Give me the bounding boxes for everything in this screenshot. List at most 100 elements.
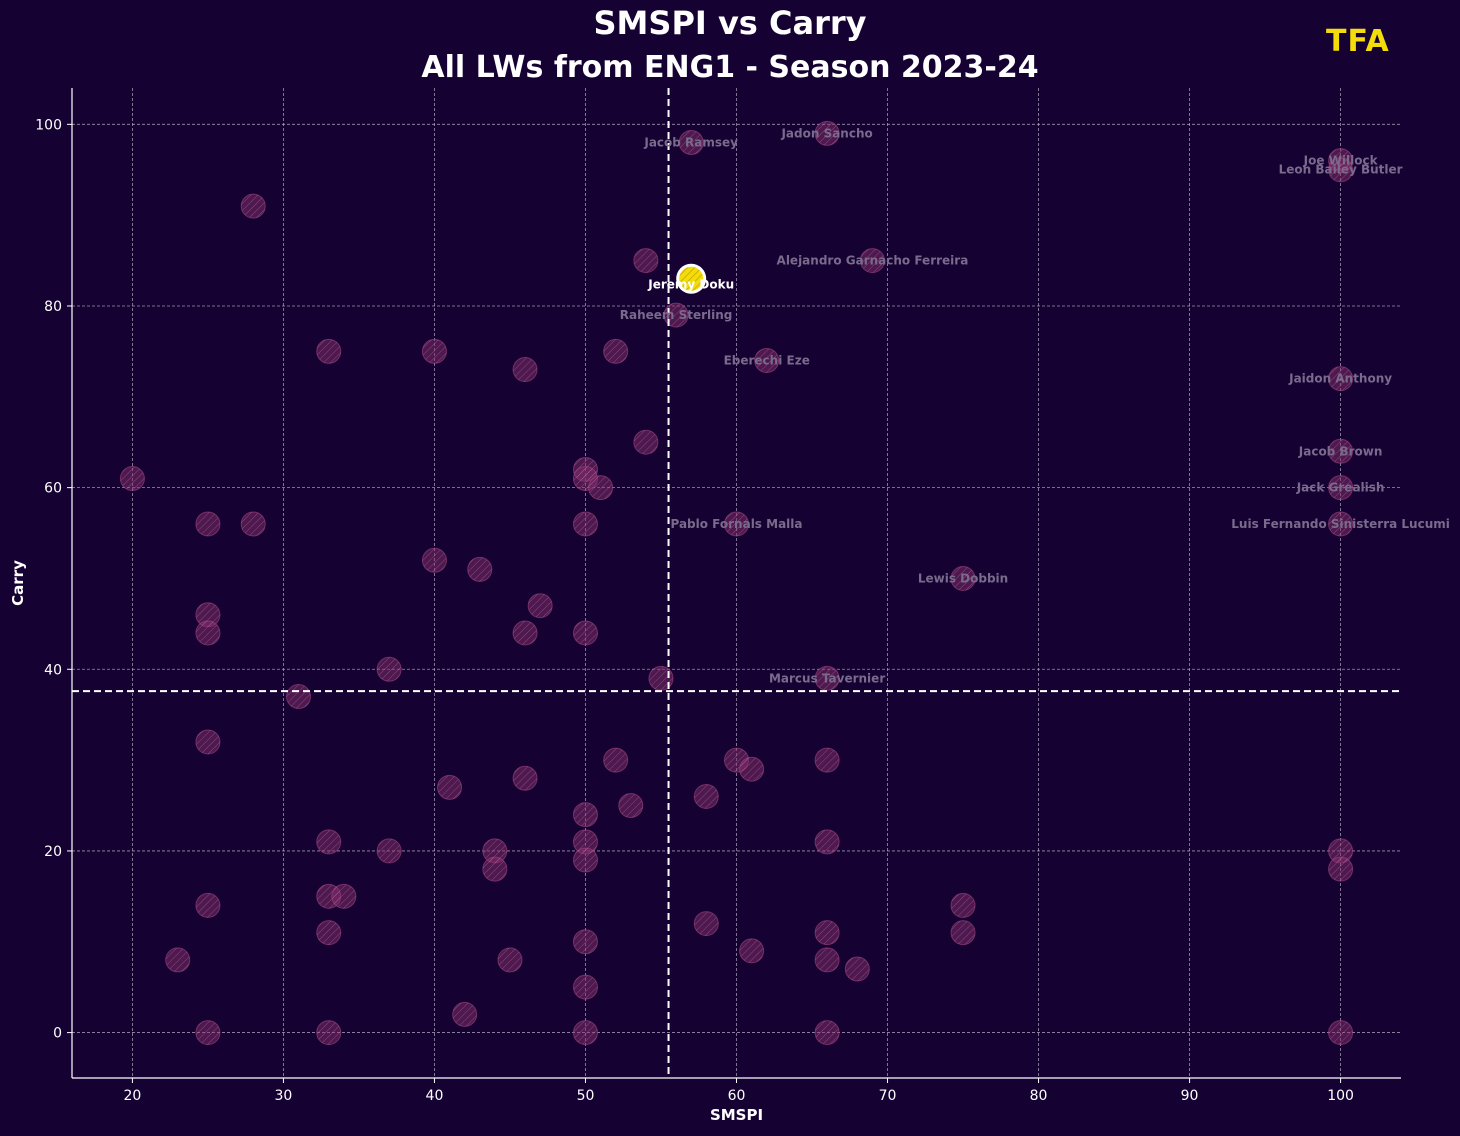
highlight-label: Jeremy Doku [647,278,734,292]
point-hatch [316,920,341,945]
y-tick-label: 80 [44,299,62,315]
point-hatch [573,848,598,873]
chart-title: SMSPI vs Carry [593,4,867,42]
labeled-point-hatch [860,248,885,273]
point-hatch [573,511,598,536]
tfa-logo: TFA [1326,24,1390,59]
point-hatch [241,511,266,536]
point-hatch [195,1020,220,1045]
x-tick-label: 100 [1327,1088,1354,1104]
point-hatch [1328,857,1353,882]
labeled-point-hatch [815,121,840,146]
labeled-point-hatch [724,511,749,536]
point-hatch [1328,1020,1353,1045]
point-hatch [815,829,840,854]
y-axis-label: Carry [9,560,27,606]
y-tick-label: 100 [35,117,62,133]
labeled-point-hatch [1328,366,1353,391]
point-hatch [195,620,220,645]
point-label: Joe Willock [1303,154,1379,168]
point-hatch [633,248,658,273]
mean-lines [72,88,1401,1078]
point-label: Jadon Sancho [780,126,872,140]
point-hatch [573,1020,598,1045]
point-hatch [482,857,507,882]
x-tick-label: 40 [426,1088,444,1104]
point-hatch [573,929,598,954]
point-hatch [513,766,538,791]
labeled-point-hatch [754,348,779,373]
y-tick-label: 60 [44,481,62,497]
point-hatch [815,920,840,945]
chart-subtitle: All LWs from ENG1 - Season 2023-24 [421,50,1039,85]
point-hatch [528,593,553,618]
x-tick-label: 80 [1030,1088,1048,1104]
point-hatch [482,838,507,863]
point-hatch [573,975,598,1000]
y-tick-label: 0 [53,1026,62,1042]
point-hatch [815,1020,840,1045]
point-label: Leon Bailey Butler [1279,163,1403,177]
point-hatch [739,938,764,963]
point-hatch [694,911,719,936]
labeled-point-hatch [1328,157,1353,182]
point-hatch [437,775,462,800]
point-hatch [573,620,598,645]
labeled-point-hatch [664,303,689,328]
labeled-point-hatch [951,566,976,591]
point-hatch [241,194,266,219]
point-hatch [316,829,341,854]
point-hatch [633,430,658,455]
point-hatch [648,666,673,691]
point-hatch [951,920,976,945]
x-tick-label: 90 [1181,1088,1199,1104]
labeled-point-hatch [1328,475,1353,500]
point-label: Lewis Dobbin [918,571,1008,585]
point-hatch [573,802,598,827]
labeled-point-hatch [815,666,840,691]
point-hatch [286,684,311,709]
point-hatch [513,357,538,382]
point-hatch [195,602,220,627]
point-label: Eberechi Eze [724,353,810,367]
data-points [119,120,1354,1046]
point-hatch [603,339,628,364]
point-label: Alejandro Garnacho Ferreira [777,254,969,268]
point-hatch [815,947,840,972]
point-hatch [603,748,628,773]
point-hatch [422,339,447,364]
point-hatch [316,1020,341,1045]
y-tick-label: 20 [44,844,62,860]
y-tick-label: 40 [44,662,62,678]
point-label: Jacob Brown [1298,444,1383,458]
point-label: Raheem Sterling [620,308,733,322]
highlight-point-hatch [679,266,704,291]
point-hatch [377,838,402,863]
point-hatch [331,884,356,909]
point-hatch [195,511,220,536]
labeled-point-hatch [1328,511,1353,536]
point-hatch [588,475,613,500]
point-hatch [497,947,522,972]
point-hatch [513,620,538,645]
point-hatch [316,339,341,364]
point-label: Pablo Fornals Malla [670,517,802,531]
point-hatch [467,557,492,582]
point-hatch [120,466,145,491]
point-label: Jaidon Anthony [1288,372,1392,386]
point-hatch [452,1002,477,1027]
point-hatch [739,757,764,782]
point-hatch [815,748,840,773]
x-axis-label: SMSPI [710,1106,763,1124]
labeled-point-hatch [679,130,704,155]
labeled-point-hatch [1328,439,1353,464]
point-hatch [694,784,719,809]
point-hatch [377,657,402,682]
point-hatch [165,947,190,972]
point-hatch [195,893,220,918]
point-hatch [951,893,976,918]
point-hatch [422,548,447,573]
axes: 20 30 40 50 60 70 80 90 100 0 20 40 60 80 100 [35,88,1401,1104]
x-tick-label: 70 [879,1088,897,1104]
point-hatch [1328,838,1353,863]
